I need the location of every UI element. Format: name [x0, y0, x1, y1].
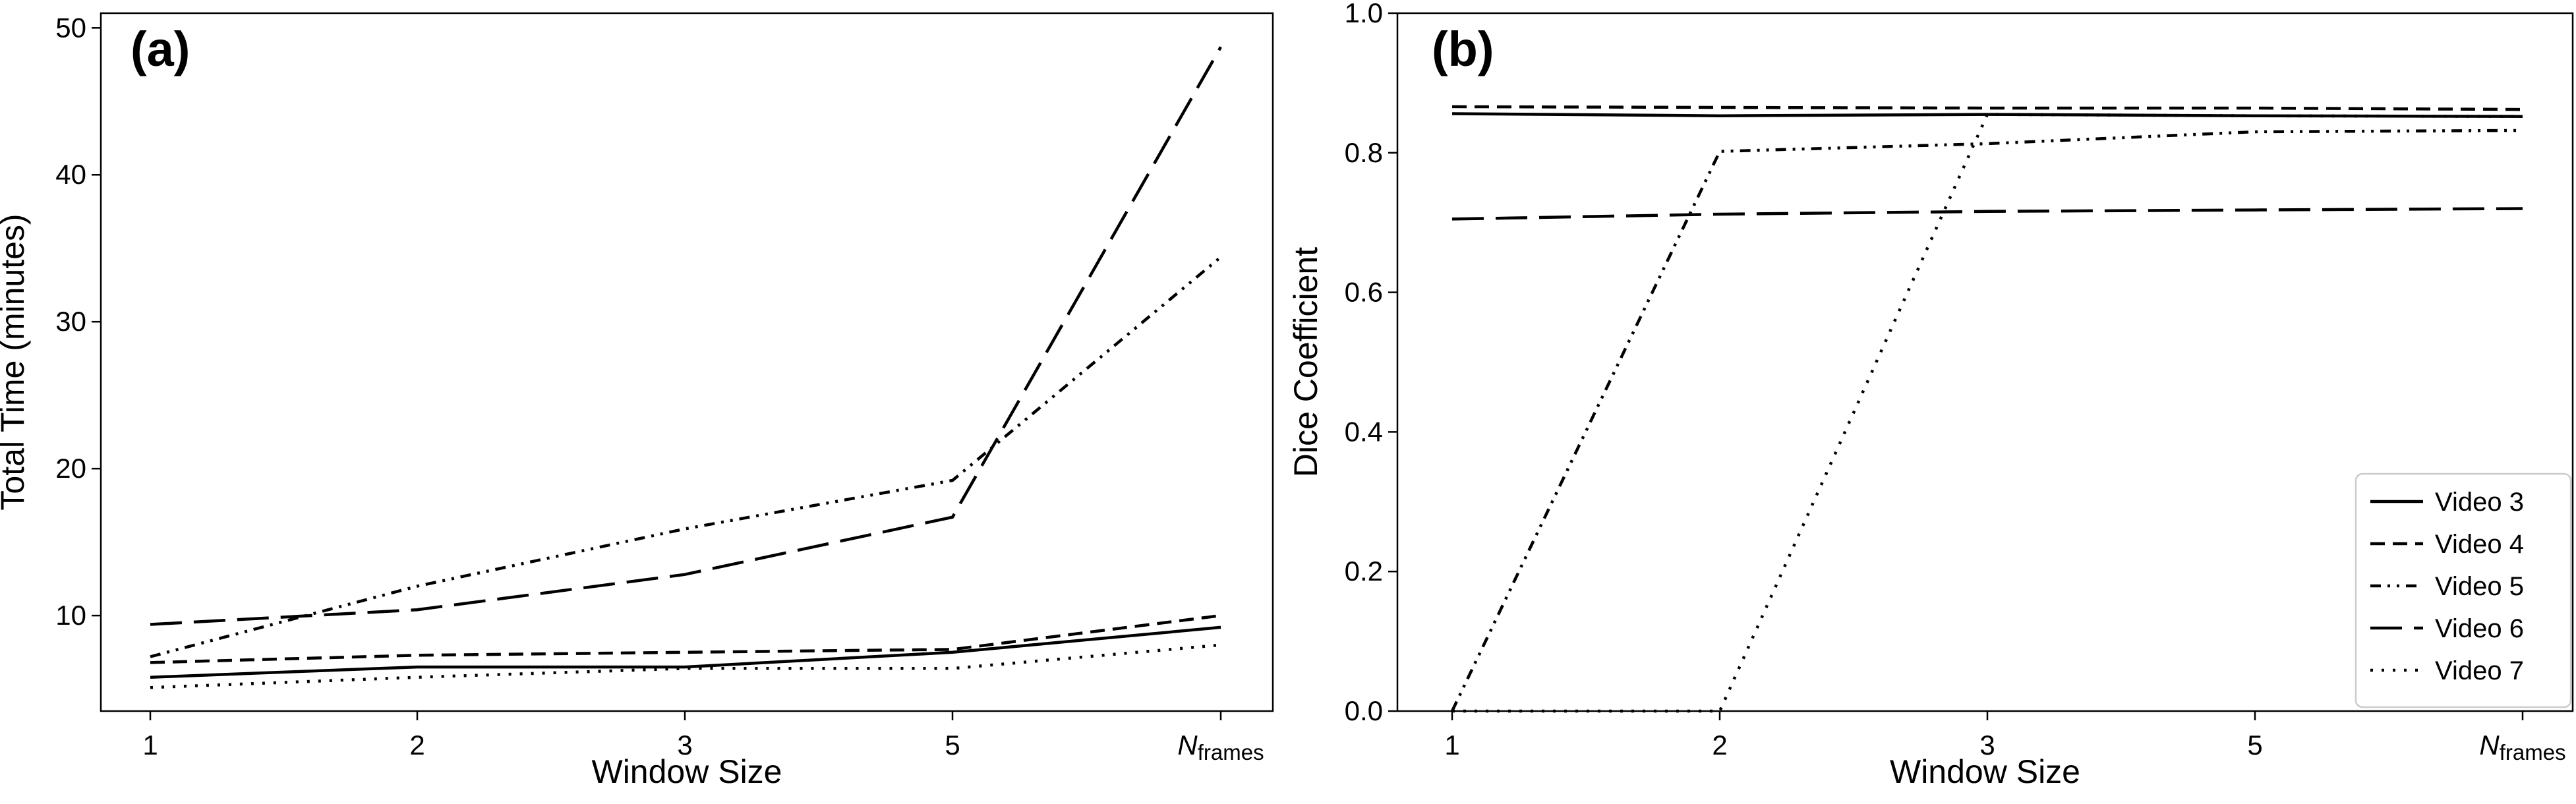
- y-tick-label: 40: [55, 159, 86, 190]
- panel-label: (a): [131, 22, 190, 76]
- x-tick-label-main: N: [1177, 730, 1198, 761]
- chart-panel-b: (b) 1 2 3 5 Nframes 0.0 0.2 0.4 0.6 0.8 1.0 Window S…: [1287, 0, 2574, 790]
- y-tick-label: 20: [55, 453, 86, 484]
- x-tick-label-main: N: [2479, 730, 2500, 761]
- y-tick-label: 1.0: [1345, 0, 1383, 28]
- x-tick-label: 5: [2247, 730, 2262, 761]
- y-tick-label: 30: [55, 306, 86, 337]
- legend-label-video-6: Video 6: [2435, 614, 2524, 643]
- x-axis-label: Window Size: [592, 753, 782, 790]
- series-line-video-6: [150, 46, 1222, 626]
- x-tick-label: 1: [1444, 730, 1459, 761]
- y-tick-label: 10: [55, 600, 86, 631]
- y-tick-label: 0.6: [1345, 277, 1383, 308]
- x-tick-label: 5: [945, 730, 960, 761]
- x-tick-label: 3: [1979, 730, 1995, 761]
- y-tick-label: 0.0: [1345, 695, 1383, 726]
- x-tick-label: 2: [1712, 730, 1727, 761]
- x-tick-label: 1: [142, 730, 158, 761]
- y-tick-label: 0.8: [1345, 137, 1383, 168]
- x-axis-label: Window Size: [1890, 753, 2080, 790]
- y-tick-label: 0.2: [1345, 556, 1383, 587]
- plot-frame: [100, 12, 1274, 712]
- legend-box: [2355, 473, 2572, 708]
- legend-label-video-4: Video 4: [2435, 530, 2524, 559]
- series-line-video-6: [1451, 207, 2523, 221]
- chart-panel-a: (a) 1 2 3 5 Nframes 10 20 30 40 50 Window Size Total…: [0, 12, 1274, 790]
- y-axis-label: Total Time (minutes): [0, 214, 31, 510]
- x-tick-label: 3: [677, 730, 692, 761]
- y-tick-label: 50: [55, 12, 86, 43]
- panel-label: (b): [1432, 22, 1494, 76]
- legend-label-video-7: Video 7: [2435, 656, 2524, 685]
- x-tick-label: 2: [409, 730, 424, 761]
- x-tick-label-subscript: frames: [2500, 740, 2566, 764]
- x-tick-label: Nframes: [1177, 730, 1264, 764]
- x-tick-label-subscript: frames: [1198, 740, 1264, 764]
- y-axis-label: Dice Coefficient: [1287, 247, 1324, 477]
- legend: Video 3 Video 4 Video 5 Video 6 Video 7: [2355, 473, 2572, 708]
- series-line-video-7: [1452, 113, 2523, 713]
- x-tick-label: Nframes: [2479, 730, 2565, 764]
- legend-label-video-3: Video 3: [2435, 488, 2524, 517]
- legend-label-video-5: Video 5: [2435, 572, 2524, 601]
- series-line-video-5: [150, 256, 1222, 658]
- series-line-video-3: [150, 625, 1221, 679]
- y-tick-label: 0.4: [1345, 416, 1383, 447]
- plot-frame: [1396, 12, 2574, 712]
